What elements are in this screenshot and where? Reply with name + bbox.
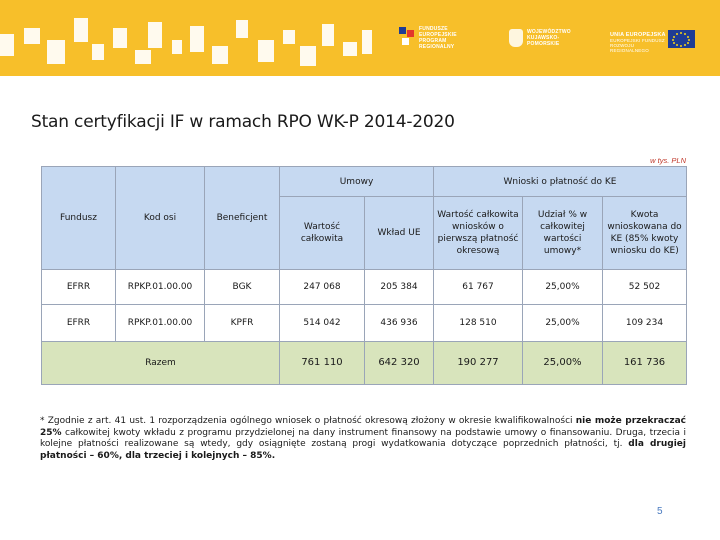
- cell-beneficjent: BGK: [204, 269, 280, 305]
- decor-block: [148, 22, 162, 48]
- total-udzial: 25,00%: [522, 341, 603, 385]
- cell-wklad: 205 384: [364, 269, 434, 305]
- decor-block: [362, 30, 372, 54]
- header-kod-osi: Kod osi: [115, 166, 205, 270]
- total-wniosek: 190 277: [433, 341, 523, 385]
- page-number: 5: [657, 506, 663, 517]
- decor-block: [92, 44, 104, 60]
- cell-wklad: 436 936: [364, 304, 434, 342]
- decor-block: [300, 46, 316, 66]
- header-group-wnioski: Wnioski o płatność do KE: [433, 166, 687, 197]
- unit-note: w tys. PLN: [650, 156, 686, 165]
- cell-wniosek: 61 767: [433, 269, 523, 305]
- decor-block: [47, 40, 65, 64]
- fe-logo: FUNDUSZE EUROPEJSKIE PROGRAM REGIONALNY: [399, 22, 479, 54]
- decor-block: [322, 24, 334, 46]
- header-udzial: Udział % w całkowitej wartości umowy*: [522, 196, 603, 270]
- header-fundusz: Fundusz: [41, 166, 116, 270]
- eu-flag-icon: [668, 30, 695, 48]
- decor-block: [113, 28, 127, 48]
- footnote-text-1: * Zgodnie z art. 41 ust. 1 rozporządzeni…: [40, 416, 576, 426]
- cell-fundusz: EFRR: [41, 304, 116, 342]
- eu-logo-subtitle: EUROPEJSKI FUNDUSZ ROZWOJU REGIONALNEGO: [610, 37, 665, 53]
- total-label: Razem: [41, 341, 280, 385]
- header-wartosc-wnioskow: Wartość całkowita wniosków o pierwszą pł…: [433, 196, 523, 270]
- footnote-text-2: całkowitej kwoty wkładu z programu przyd…: [40, 427, 686, 450]
- total-wartosc: 761 110: [279, 341, 365, 385]
- footnote: * Zgodnie z art. 41 ust. 1 rozporządzeni…: [40, 416, 686, 462]
- header-wartosc-calkowita: Wartość całkowita: [279, 196, 365, 270]
- decor-block: [24, 28, 40, 44]
- footnote-bold-2: dla drugiej płatności – 60%, dla trzecie…: [40, 439, 686, 461]
- eagle-crest-icon: [509, 29, 523, 47]
- total-wklad: 642 320: [364, 341, 434, 385]
- eu-logo-title: UNIA EUROPEJSKA: [610, 31, 666, 38]
- cell-kod-osi: RPKP.01.00.00: [115, 304, 205, 342]
- decor-block: [236, 20, 248, 38]
- cell-fundusz: EFRR: [41, 269, 116, 305]
- header-group-umowy: Umowy: [279, 166, 434, 197]
- cell-wniosek: 128 510: [433, 304, 523, 342]
- page-title: Stan certyfikacji IF w ramach RPO WK-P 2…: [31, 112, 455, 132]
- decor-block: [190, 26, 204, 52]
- header-beneficjent: Beneficjent: [204, 166, 280, 270]
- decor-block: [0, 34, 14, 56]
- cell-kwota: 109 234: [602, 304, 687, 342]
- certification-table: Fundusz Kod osi Beneficjent Umowy Wniosk…: [41, 166, 687, 385]
- header-wklad-ue: Wkład UE: [364, 196, 434, 270]
- eu-logo: UNIA EUROPEJSKA EUROPEJSKI FUNDUSZ ROZWO…: [610, 26, 666, 58]
- decor-block: [172, 40, 182, 54]
- voivodeship-logo-text: WOJEWÓDZTWO KUJAWSKO-POMORSKIE: [527, 29, 571, 47]
- cell-udzial: 25,00%: [522, 269, 603, 305]
- decor-block: [283, 30, 295, 44]
- fe-stars-icon: [399, 27, 415, 49]
- total-kwota: 161 736: [602, 341, 687, 385]
- header-banner: FUNDUSZE EUROPEJSKIE PROGRAM REGIONALNY …: [0, 0, 720, 76]
- total-row: Razem 761 110 642 320 190 277 25,00% 161…: [41, 341, 687, 385]
- cell-beneficjent: KPFR: [204, 304, 280, 342]
- cell-udzial: 25,00%: [522, 304, 603, 342]
- footnote-bold-1: nie może przekraczać 25%: [40, 416, 686, 438]
- cell-kod-osi: RPKP.01.00.00: [115, 269, 205, 305]
- decor-block: [74, 18, 88, 42]
- voivodeship-logo: WOJEWÓDZTWO KUJAWSKO-POMORSKIE: [509, 22, 587, 54]
- decor-block: [258, 40, 274, 62]
- table-row: EFRR RPKP.01.00.00 BGK 247 068 205 384 6…: [41, 269, 687, 305]
- decor-block: [212, 46, 228, 64]
- cell-kwota: 52 502: [602, 269, 687, 305]
- decor-block: [343, 42, 357, 56]
- table-row: EFRR RPKP.01.00.00 KPFR 514 042 436 936 …: [41, 304, 687, 342]
- decor-block: [135, 50, 151, 64]
- cell-wartosc: 247 068: [279, 269, 365, 305]
- header-kwota: Kwota wnioskowana do KE (85% kwoty wnios…: [602, 196, 687, 270]
- fe-logo-text: FUNDUSZE EUROPEJSKIE PROGRAM REGIONALNY: [419, 26, 457, 50]
- cell-wartosc: 514 042: [279, 304, 365, 342]
